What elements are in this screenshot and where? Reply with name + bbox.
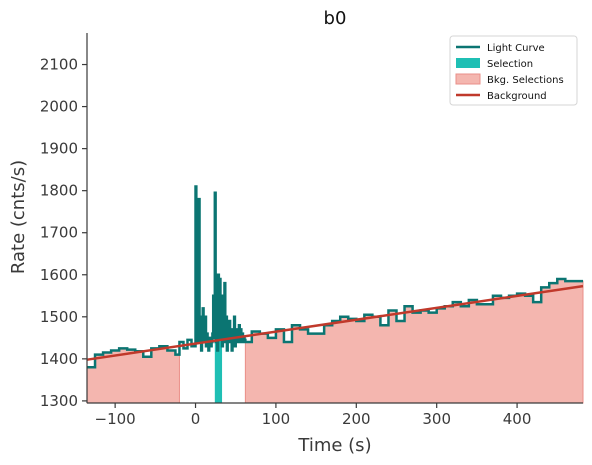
x-tick-label: 400 [503,410,532,428]
axes: −100 0 100 200 300 400 1300 1400 1500 1600 1700 180… [40,33,583,428]
x-tick-label: 100 [262,410,291,428]
legend-swatch-3 [455,73,481,85]
y-tick-label: 1500 [40,308,78,326]
y-tick-label: 1700 [40,224,78,242]
x-tick-label: 300 [422,410,451,428]
legend-label-4: Background [487,91,547,102]
chart-title: b0 [324,8,347,29]
background-fit-line [86,284,584,361]
plot-area [86,185,584,404]
x-tick-label: 200 [342,410,371,428]
y-tick-label: 2000 [40,98,78,116]
x-axis-title: Time (s) [297,435,371,456]
legend-swatch-2 [456,58,480,68]
y-tick-label: 1900 [40,140,78,158]
y-tick-label: 1400 [40,350,78,368]
x-tick-label: −100 [95,410,136,428]
legend-label-2: Selection [487,59,533,70]
y-tick-label: 1800 [40,182,78,200]
legend-label-3: Bkg. Selections [487,75,564,86]
x-tick-label: 0 [191,410,201,428]
y-tick-label: 2100 [40,56,78,74]
y-tick-label: 1300 [40,392,78,410]
legend: Light Curve Selection Bkg. Selections Backg… [449,35,578,106]
legend-label-1: Light Curve [487,43,545,54]
y-axis-title: Rate (cnts/s) [8,160,29,274]
y-tick-label: 1600 [40,266,78,284]
legend-box [449,35,578,106]
